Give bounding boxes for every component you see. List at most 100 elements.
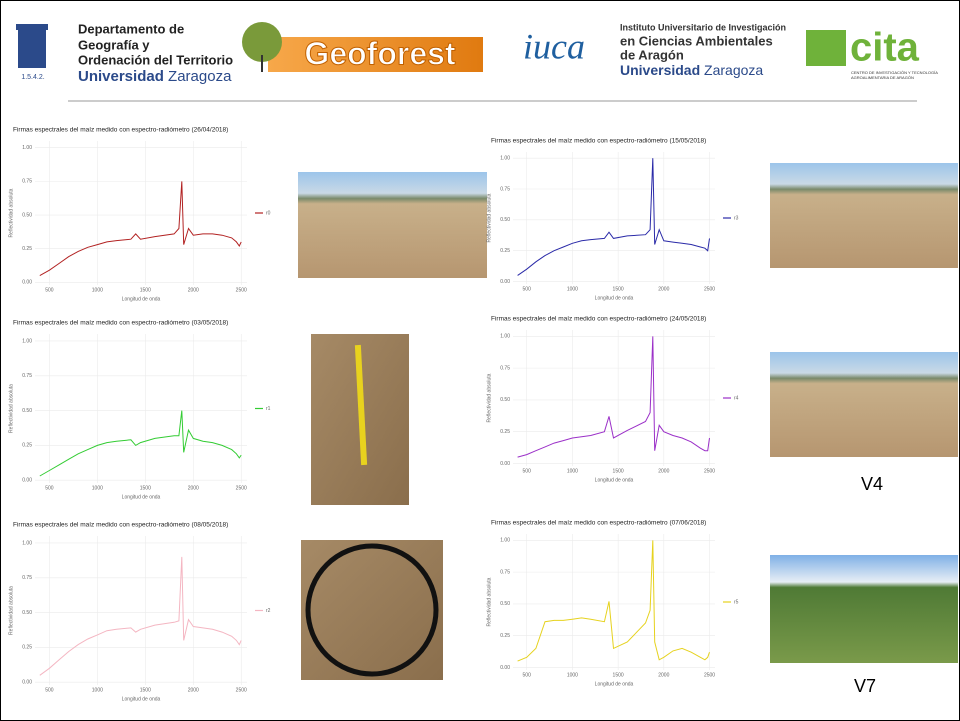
y-tick-label: 1.00 xyxy=(22,540,32,546)
x-tick-label: 1500 xyxy=(140,687,151,693)
y-axis-label: Reflectividad absoluta xyxy=(8,384,14,433)
x-tick-label: 2500 xyxy=(704,468,715,474)
chart-title: Firmas espectrales del maíz medido con e… xyxy=(13,127,228,134)
x-tick-label: 1500 xyxy=(140,485,151,491)
x-tick-label: 1500 xyxy=(613,468,624,474)
x-tick-label: 500 xyxy=(523,468,532,474)
crest-year: 1.5.4.2. xyxy=(21,74,44,81)
y-tick-label: 0.25 xyxy=(22,246,32,252)
x-axis-label: Longitud de onda xyxy=(595,681,634,687)
x-axis-label: Longitud de onda xyxy=(122,494,161,500)
photo xyxy=(770,163,958,268)
slide: 1.5.4.2. Departamento de Geografía y Ord… xyxy=(0,0,960,721)
y-axis-label: Reflectividad absoluta xyxy=(486,193,492,242)
y-tick-label: 1.00 xyxy=(22,145,32,151)
x-tick-label: 500 xyxy=(45,287,54,293)
dept-line: Ordenación del Territorio xyxy=(78,52,233,67)
y-tick-label: 0.50 xyxy=(22,212,32,218)
iuca-line: en Ciencias Ambientales xyxy=(620,33,773,48)
x-tick-label: 2000 xyxy=(188,287,199,293)
cita-text: cita xyxy=(850,26,920,70)
y-tick-label: 0.75 xyxy=(500,186,510,192)
chart-title: Firmas espectrales del maíz medido con e… xyxy=(491,316,706,323)
stage-label: V7 xyxy=(854,676,876,696)
iuca-univ: Universidad Zaragoza xyxy=(620,62,763,78)
x-tick-label: 1000 xyxy=(92,687,103,693)
y-tick-label: 0.75 xyxy=(500,365,510,371)
iuca-text: iuca xyxy=(523,26,585,66)
x-tick-label: 2500 xyxy=(704,672,715,678)
legend-label: r3 xyxy=(734,215,739,221)
chart-title: Firmas espectrales del maíz medido con e… xyxy=(13,320,228,327)
geoforest-text: Geoforest xyxy=(304,35,455,71)
dept-line: Geografía y xyxy=(78,37,150,52)
y-tick-label: 0.50 xyxy=(500,601,510,607)
x-tick-label: 1000 xyxy=(567,286,578,292)
x-tick-label: 2000 xyxy=(658,672,669,678)
iuca-line: de Aragón xyxy=(620,47,684,62)
y-tick-label: 0.50 xyxy=(22,610,32,616)
x-tick-label: 1000 xyxy=(92,485,103,491)
x-tick-label: 2500 xyxy=(236,687,247,693)
x-axis-label: Longitud de onda xyxy=(122,696,161,702)
x-tick-label: 2500 xyxy=(236,287,247,293)
y-tick-label: 0.75 xyxy=(22,179,32,185)
chart-title: Firmas espectrales del maíz medido con e… xyxy=(13,522,228,529)
y-tick-label: 0.25 xyxy=(500,429,510,435)
y-tick-label: 0.75 xyxy=(22,575,32,581)
legend-label: r2 xyxy=(266,608,271,614)
x-tick-label: 500 xyxy=(45,485,54,491)
y-tick-label: 0.25 xyxy=(22,443,32,449)
x-tick-label: 1000 xyxy=(567,468,578,474)
y-tick-label: 0.00 xyxy=(500,279,510,285)
x-tick-label: 500 xyxy=(523,672,532,678)
y-tick-label: 0.25 xyxy=(500,633,510,639)
chart-title: Firmas espectrales del maíz medido con e… xyxy=(491,520,706,527)
y-axis-label: Reflectividad absoluta xyxy=(486,373,492,422)
photo xyxy=(770,352,958,457)
chart-title: Firmas espectrales del maíz medido con e… xyxy=(491,138,706,145)
photo xyxy=(301,540,443,680)
x-tick-label: 2500 xyxy=(236,485,247,491)
y-tick-label: 1.00 xyxy=(500,538,510,544)
y-tick-label: 0.50 xyxy=(500,397,510,403)
y-tick-label: 0.00 xyxy=(22,680,32,686)
y-tick-label: 0.75 xyxy=(22,373,32,379)
iuca-line: Instituto Universitario de Investigación xyxy=(620,22,786,32)
legend-label: r5 xyxy=(734,599,739,605)
y-tick-label: 1.00 xyxy=(500,155,510,161)
legend-label: r1 xyxy=(266,406,271,412)
legend-label: r4 xyxy=(734,395,739,401)
y-axis-label: Reflectividad absoluta xyxy=(8,188,14,237)
x-tick-label: 500 xyxy=(45,687,54,693)
y-tick-label: 0.50 xyxy=(500,217,510,223)
x-tick-label: 1500 xyxy=(613,672,624,678)
x-axis-label: Longitud de onda xyxy=(595,477,634,483)
y-tick-label: 0.00 xyxy=(500,665,510,671)
y-tick-label: 1.00 xyxy=(22,338,32,344)
univ-city: Zaragoza xyxy=(168,68,232,85)
x-tick-label: 2000 xyxy=(188,485,199,491)
x-tick-label: 1500 xyxy=(613,286,624,292)
y-tick-label: 0.00 xyxy=(22,280,32,286)
y-tick-label: 0.00 xyxy=(22,478,32,484)
stage-label: V4 xyxy=(861,474,883,494)
univ-bold: Universidad xyxy=(620,62,700,78)
y-axis-label: Reflectividad absoluta xyxy=(486,577,492,626)
univ-city: Zaragoza xyxy=(704,62,763,78)
univ-bold: Universidad xyxy=(78,68,164,85)
y-tick-label: 0.25 xyxy=(500,248,510,254)
x-axis-label: Longitud de onda xyxy=(595,295,634,301)
univ-name: Universidad Zaragoza xyxy=(78,68,232,85)
legend-label: r0 xyxy=(266,210,271,216)
y-axis-label: Reflectividad absoluta xyxy=(8,586,14,635)
x-tick-label: 1000 xyxy=(92,287,103,293)
x-axis-label: Longitud de onda xyxy=(122,296,161,302)
y-tick-label: 1.00 xyxy=(500,334,510,340)
photo xyxy=(298,172,487,278)
x-tick-label: 2000 xyxy=(658,468,669,474)
x-tick-label: 1000 xyxy=(567,672,578,678)
x-tick-label: 2000 xyxy=(188,687,199,693)
y-tick-label: 0.75 xyxy=(500,569,510,575)
y-tick-label: 0.50 xyxy=(22,408,32,414)
